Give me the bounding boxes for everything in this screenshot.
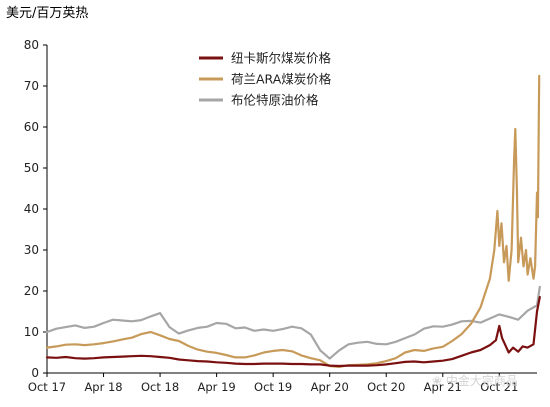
y-tick-label: 60 — [24, 120, 39, 134]
axes: 0 10 20 30 40 50 60 70 80 Oct 17 Apr 18 Oct 18 Apr 1… — [24, 38, 537, 394]
legend-label-1: 荷兰ARA煤炭价格 — [231, 72, 332, 87]
legend-label-0: 纽卡斯尔煤炭价格 — [231, 51, 332, 66]
x-tick-label: Oct 21 — [480, 380, 518, 394]
watermark-text: ❀ 中金大宗商品 — [432, 374, 518, 388]
y-tick-label: 80 — [24, 38, 39, 52]
y-tick-label: 20 — [24, 284, 39, 298]
x-tick-label: Apr 21 — [424, 380, 462, 394]
y-tick-label: 10 — [24, 325, 39, 339]
series-line-0 — [45, 296, 541, 368]
x-tick-label: Oct 19 — [254, 380, 292, 394]
x-tick-label: Apr 20 — [311, 380, 349, 394]
x-tick-label: Oct 20 — [367, 380, 405, 394]
series-line-1 — [45, 74, 541, 368]
y-tick-label: 0 — [31, 366, 39, 380]
x-tick-label: Oct 18 — [141, 380, 179, 394]
series-lines — [45, 74, 541, 368]
series-line-2 — [45, 285, 541, 360]
x-tick-label: Apr 19 — [198, 380, 236, 394]
y-tick-label: 30 — [24, 243, 39, 257]
y-tick-label: 50 — [24, 161, 39, 175]
y-tick-label: 70 — [24, 79, 39, 93]
y-tick-label: 40 — [24, 202, 39, 216]
legend-label-2: 布伦特原油价格 — [231, 93, 319, 108]
y-axis-unit-label: 美元/百万英热 — [6, 6, 89, 21]
x-tick-label: Apr 18 — [84, 380, 122, 394]
x-tick-label: Oct 17 — [28, 380, 66, 394]
wechat-icon: ❀ — [432, 374, 446, 388]
